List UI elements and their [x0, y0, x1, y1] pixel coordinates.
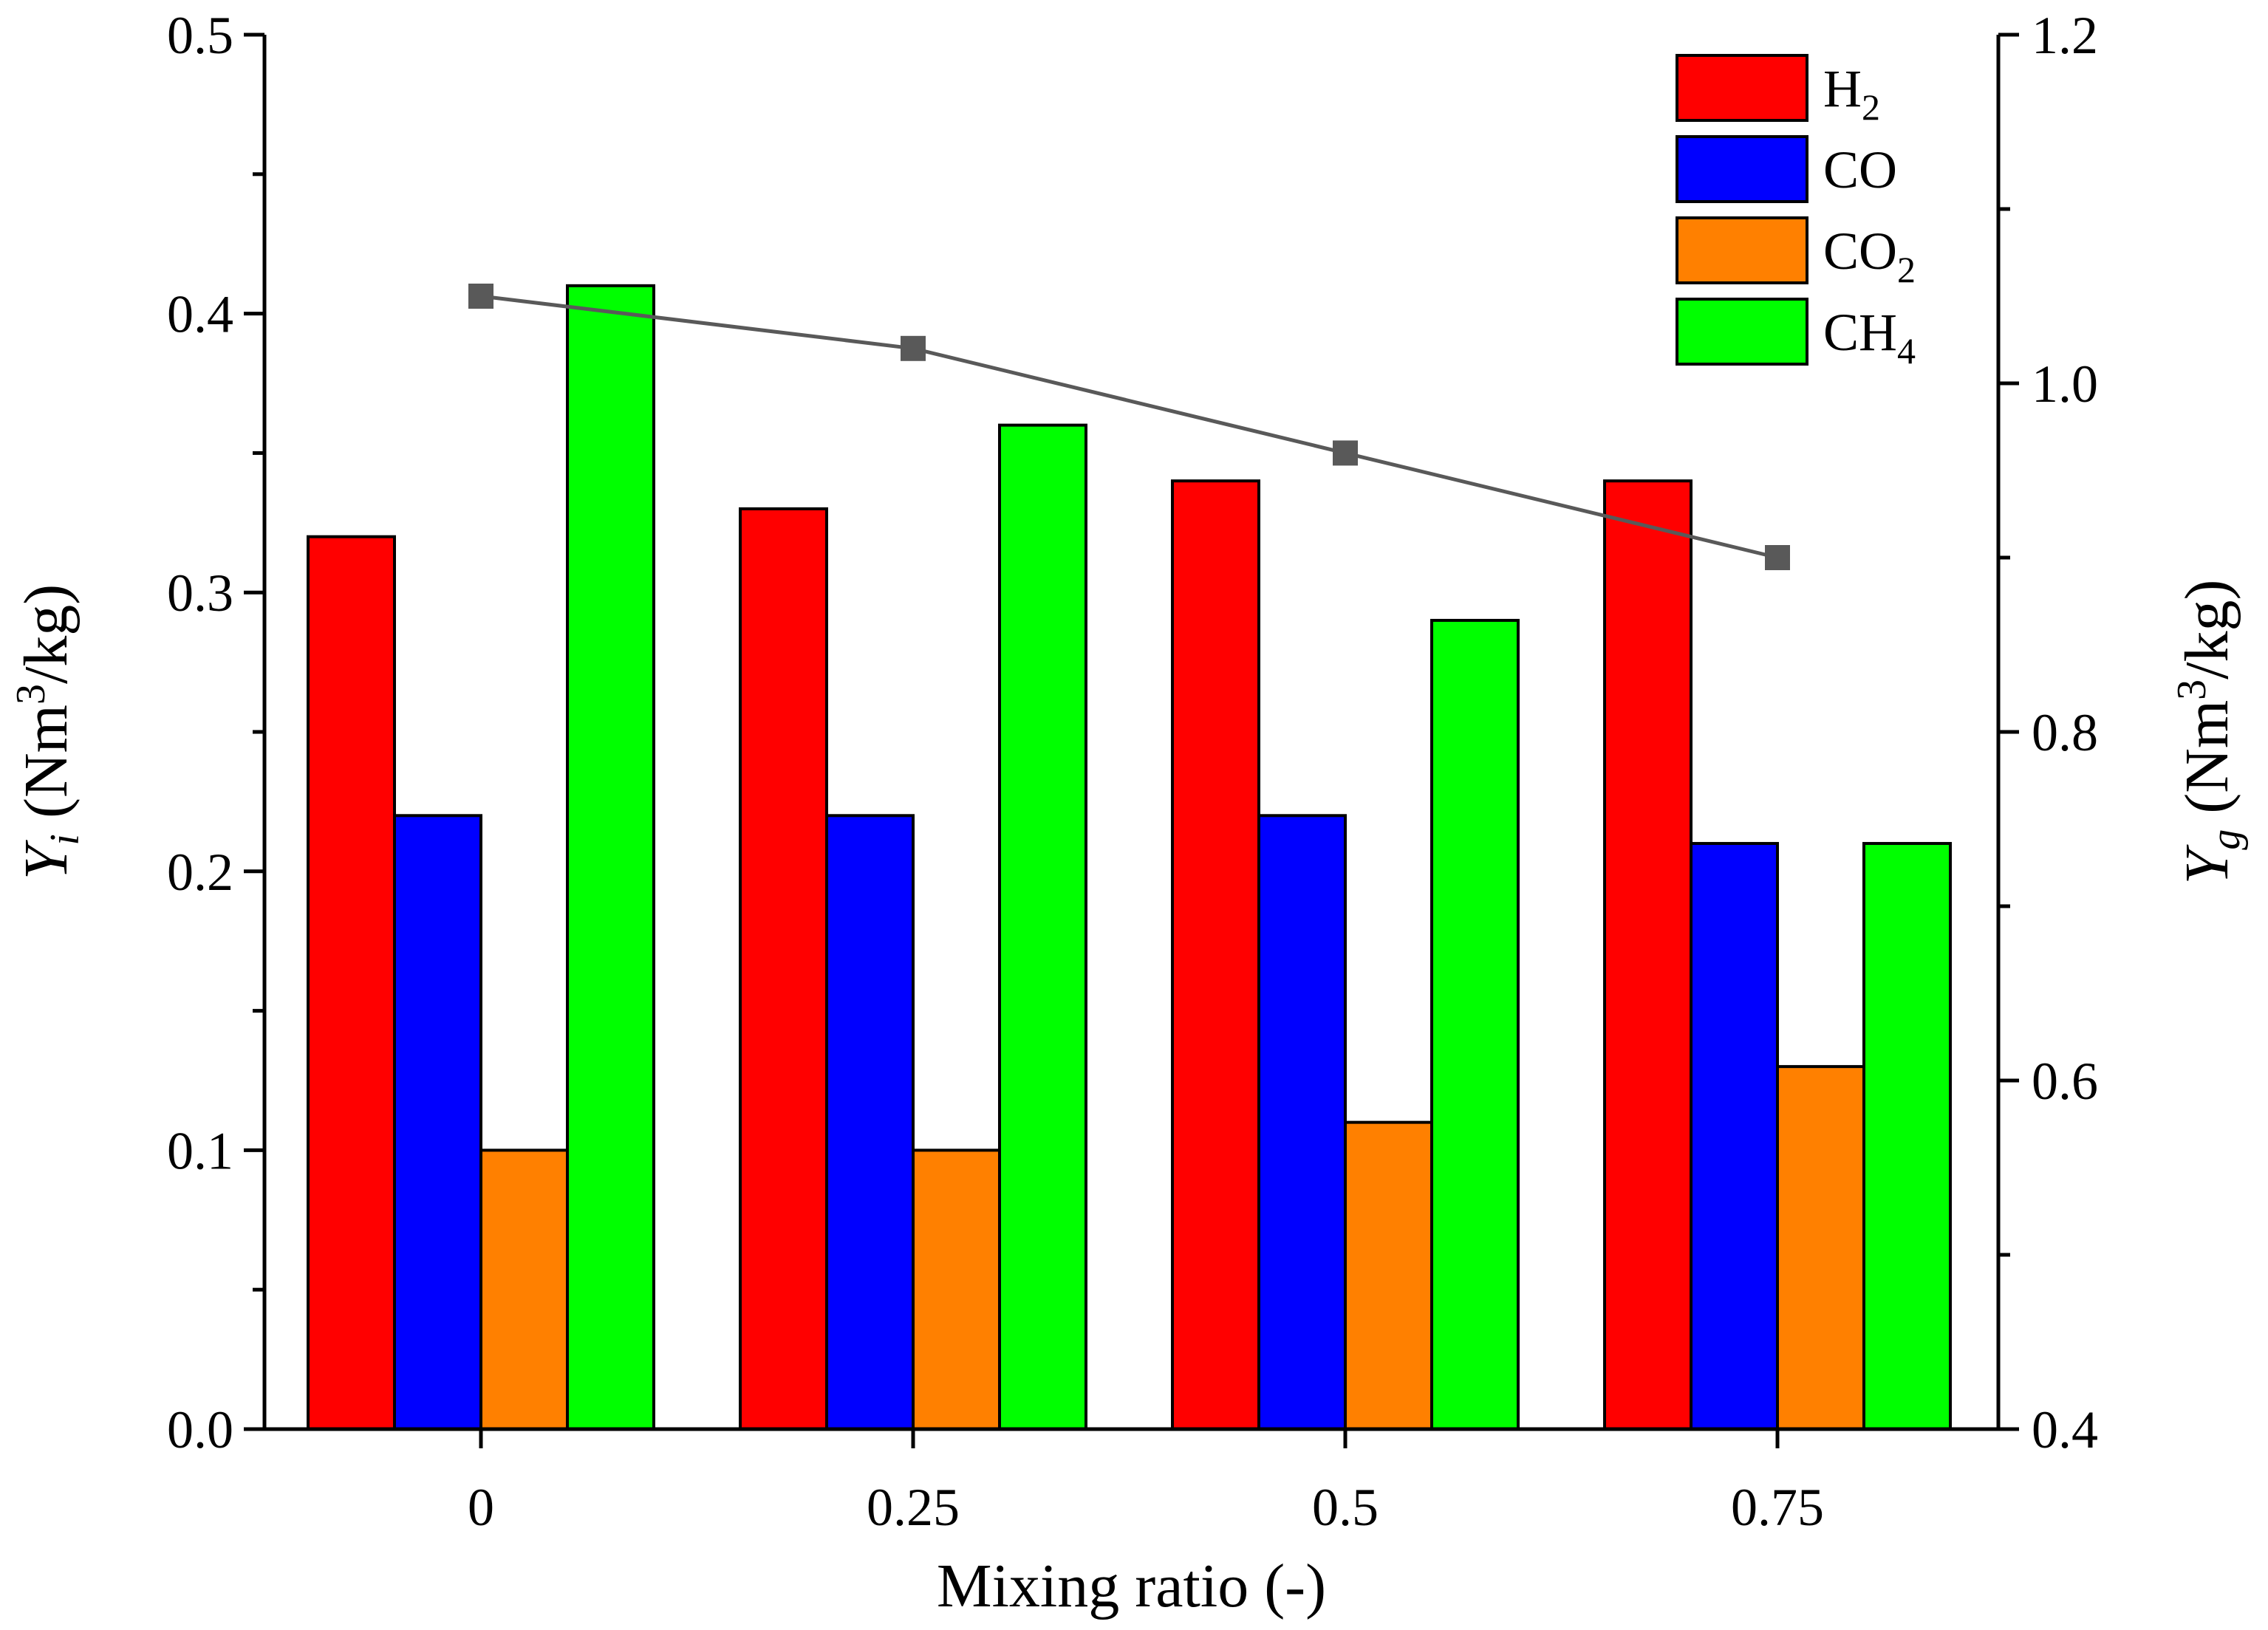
bar-h2-3 — [1603, 479, 1693, 1431]
legend-label-ch4: CH4 — [1823, 303, 1916, 371]
bar-co-1 — [825, 814, 915, 1431]
bar-co2-2 — [1344, 1120, 1433, 1431]
right-tick-label: 0.8 — [2032, 703, 2098, 762]
bar-h2-2 — [1171, 479, 1260, 1431]
x-tick-label: 0.5 — [1312, 1478, 1379, 1537]
bar-co-0 — [393, 814, 482, 1431]
x-tick-label: 0.25 — [867, 1478, 960, 1537]
legend: H2 CO CO2 CH4 — [1676, 54, 1916, 371]
bar-ch4-2 — [1430, 618, 1520, 1431]
legend-swatch-co2 — [1676, 216, 1808, 284]
left-tick-label: 0.2 — [167, 843, 233, 902]
marker-yg-3 — [1765, 545, 1790, 570]
bar-ch4-1 — [998, 423, 1087, 1431]
axes-layer: 0.0 0.1 0.2 0.3 0.4 0.5 0.4 0.6 0.8 1.0 1.2 0 0.25 0.… — [8, 6, 2249, 1620]
marker-yg-0 — [468, 284, 493, 309]
bar-co-2 — [1257, 814, 1347, 1431]
line-layer — [468, 284, 1790, 570]
right-tick-label: 1.0 — [2032, 355, 2098, 414]
right-tick-label: 1.2 — [2032, 6, 2098, 65]
right-tick-label: 0.6 — [2032, 1052, 2098, 1111]
bar-co-3 — [1690, 842, 1779, 1431]
bar-h2-0 — [307, 535, 396, 1431]
bar-co2-3 — [1776, 1065, 1865, 1431]
legend-swatch-co — [1676, 135, 1808, 203]
bar-co2-1 — [912, 1148, 1001, 1431]
marker-yg-2 — [1333, 440, 1358, 466]
right-axis-title: Yg (Nm3/kg) — [2169, 579, 2249, 884]
bar-ch4-0 — [566, 284, 655, 1431]
legend-label-co2: CO2 — [1823, 222, 1916, 290]
left-tick-label: 0.0 — [167, 1400, 233, 1459]
x-tick-label: 0 — [468, 1478, 494, 1537]
left-tick-label: 0.5 — [167, 6, 233, 65]
x-tick-label: 0.75 — [1731, 1478, 1824, 1537]
left-tick-label: 0.3 — [167, 564, 233, 623]
left-axis-title: Yi (Nm3/kg) — [8, 584, 88, 880]
legend-swatch-ch4 — [1676, 298, 1808, 366]
bar-h2-1 — [739, 507, 828, 1431]
left-tick-label: 0.1 — [167, 1121, 233, 1180]
legend-label-h2: H2 — [1823, 59, 1880, 128]
bar-co2-0 — [479, 1148, 569, 1431]
left-tick-label: 0.4 — [167, 285, 233, 344]
line-yg — [480, 294, 1778, 560]
x-axis-title: Mixing ratio (-) — [937, 1552, 1326, 1620]
bars-layer — [307, 284, 1952, 1431]
right-tick-label: 0.4 — [2032, 1400, 2098, 1459]
legend-swatch-h2 — [1676, 54, 1808, 122]
legend-label-co: CO — [1823, 140, 1897, 199]
bar-ch4-3 — [1862, 842, 1952, 1431]
marker-yg-1 — [901, 335, 926, 361]
